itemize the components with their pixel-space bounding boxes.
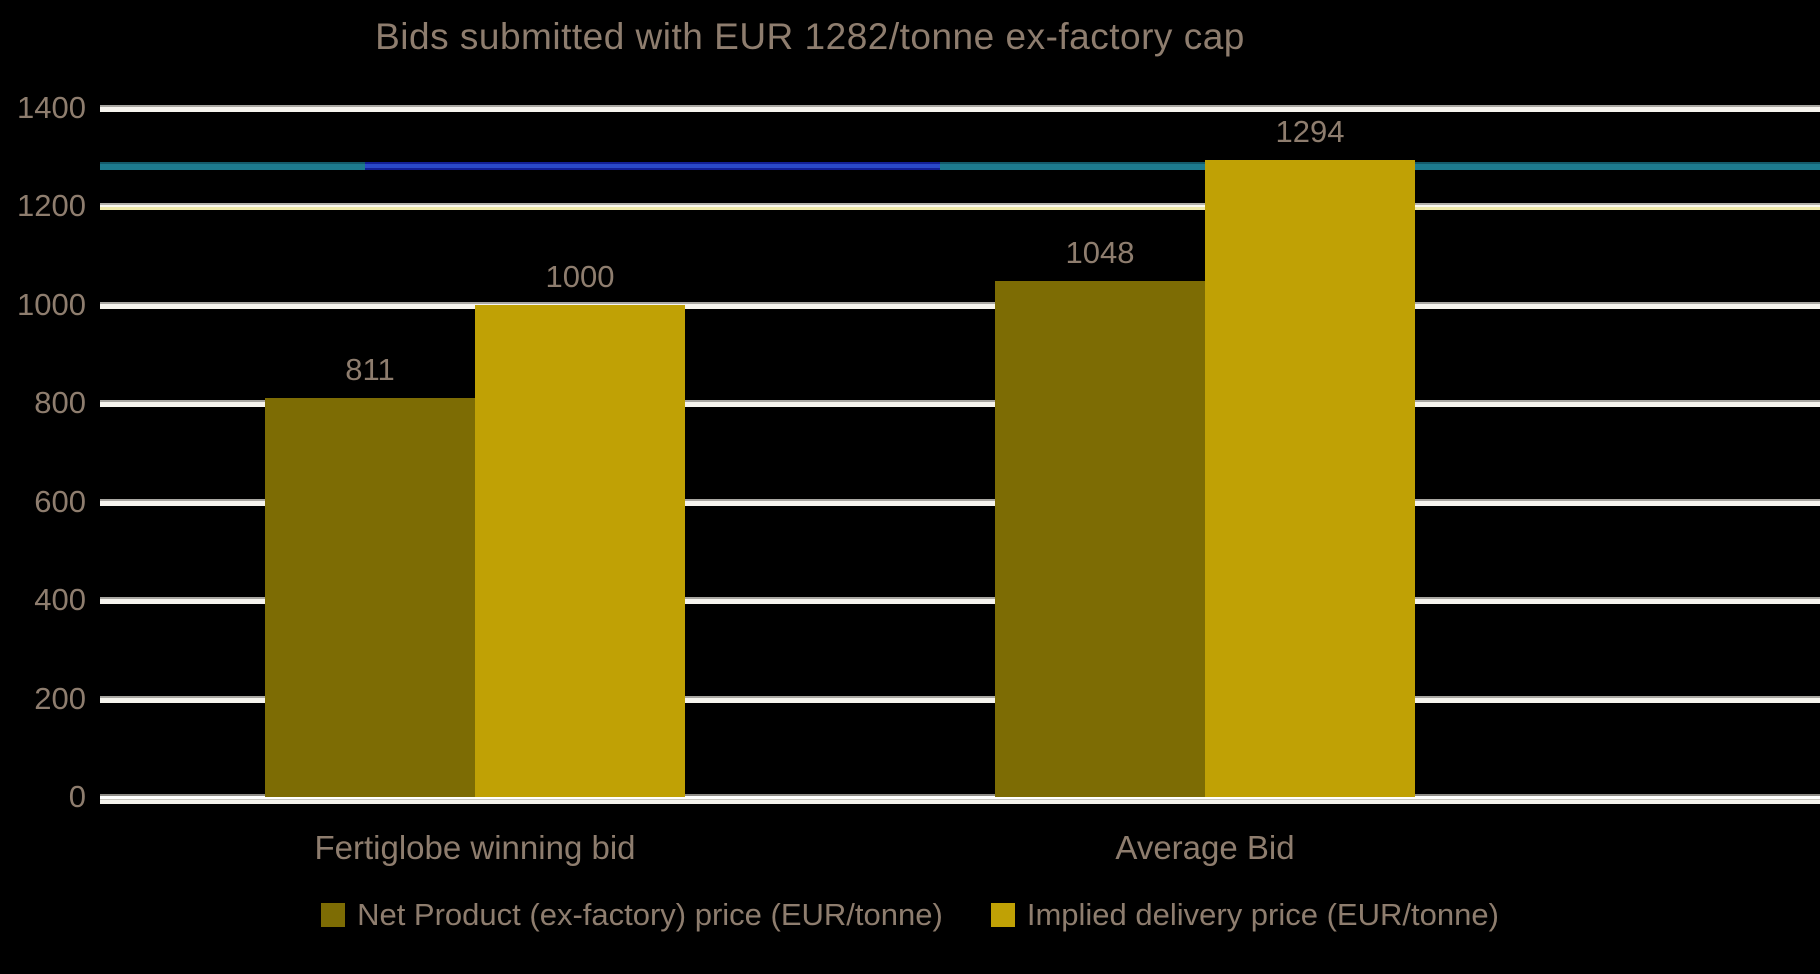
cap-line-segment [365, 162, 940, 171]
legend: Net Product (ex-factory) price (EUR/tonn… [0, 897, 1820, 933]
x-axis-category-label: Average Bid [1115, 829, 1295, 866]
legend-label: Implied delivery price (EUR/tonne) [1026, 897, 1499, 932]
cap-line [100, 162, 1820, 171]
y-axis-tick-label: 1200 [17, 188, 86, 224]
y-axis-tick-label: 400 [34, 582, 86, 618]
bar [995, 281, 1205, 797]
bar-value-label: 1000 [545, 258, 615, 294]
gridline [100, 105, 1820, 112]
y-axis-tick-label: 1400 [17, 90, 86, 125]
gridline [100, 794, 1820, 804]
bar [265, 397, 475, 797]
legend-label: Net Product (ex-factory) price (EUR/tonn… [357, 897, 943, 932]
legend-item: Net Product (ex-factory) price (EUR/tonn… [321, 897, 943, 933]
bar-value-label: 1048 [1065, 235, 1135, 271]
bar-value-label: 811 [345, 351, 395, 387]
plot-area: 811 1048 1000 1294 [100, 105, 1820, 804]
y-axis-tick-label: 600 [34, 483, 86, 519]
gridline [100, 498, 1820, 506]
chart-title: Bids submitted with EUR 1282/tonne ex-fa… [375, 16, 1245, 57]
y-axis-tick-label: 1000 [17, 286, 86, 322]
legend-item: Implied delivery price (EUR/tonne) [990, 897, 1499, 933]
legend-swatch-net-product-icon [321, 903, 346, 927]
y-axis-tick-label: 0 [68, 779, 86, 814]
legend-swatch-implied-delivery-icon [990, 903, 1015, 927]
bar [1205, 160, 1415, 797]
y-axis-tick-label: 200 [34, 680, 86, 716]
gridline [100, 203, 1820, 211]
bar-value-label: 1294 [1275, 114, 1345, 150]
gridline [100, 301, 1820, 309]
bar [475, 304, 685, 797]
gridline [100, 400, 1820, 408]
gridline [100, 597, 1820, 605]
y-axis-tick-label: 800 [34, 385, 86, 421]
gridline [100, 695, 1820, 703]
x-axis-category-label: Fertiglobe winning bid [314, 829, 636, 866]
